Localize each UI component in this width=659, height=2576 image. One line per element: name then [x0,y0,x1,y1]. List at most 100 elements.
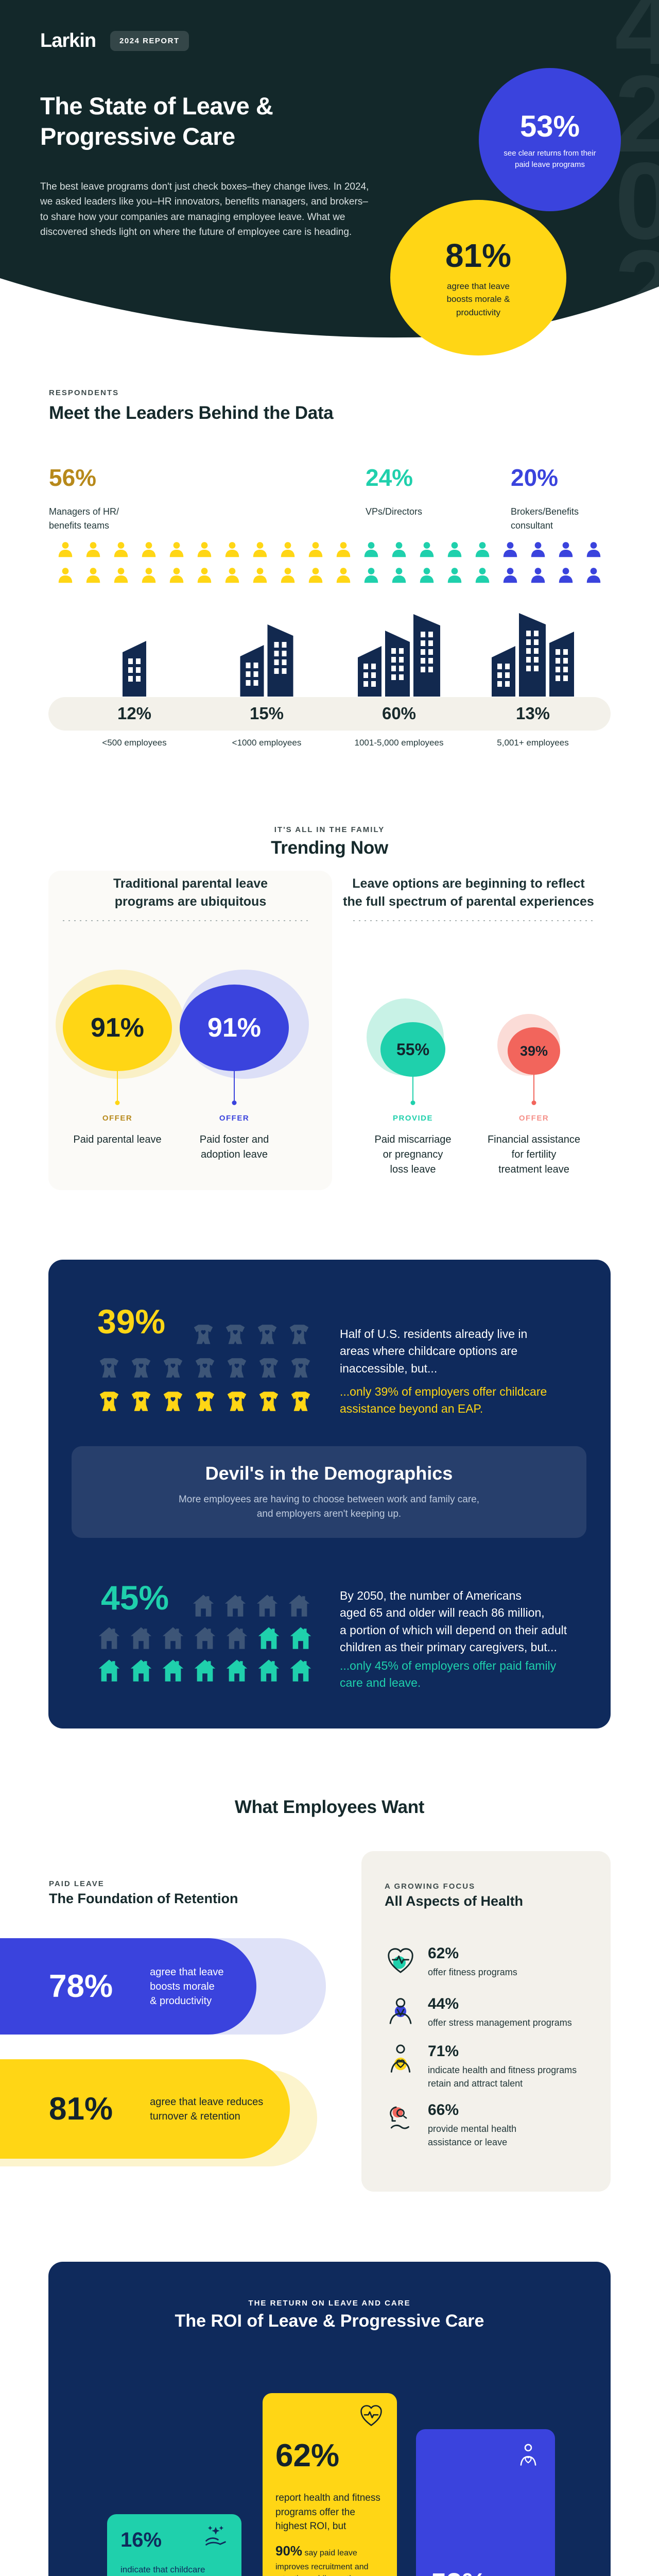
demographics-stat: 45% [101,1579,169,1617]
watermark-digit: 4 [615,0,659,87]
onesie-icon [97,1357,122,1380]
size-value: 13% [515,704,550,723]
bubble-stem [117,1071,118,1100]
bar-78: 78% agree that leave boosts morale & pro… [0,1938,256,2035]
person-icon [500,567,520,585]
respondent-group-hr: 56% Managers of HR/ benefits teams [49,464,119,533]
trending-section: IT'S ALL IN THE FAMILY Trending Now Trad… [0,804,659,1257]
roi-eyebrow: THE RETURN ON LEAVE AND CARE [248,2299,411,2308]
house-icon [161,1658,185,1682]
person-icon [445,541,464,560]
health-caption: provide mental health assistance or leav… [428,2124,517,2148]
company-size-section: 12% 15% 60% 13% <500 employees <1000 emp… [0,608,659,804]
bubble-dot [410,1100,415,1105]
onesie-icon [129,1357,153,1380]
house-icon [191,1594,216,1617]
bubble-value: 91% [207,1013,262,1043]
health-item-fitness: 62% offer fitness programs [385,1945,517,1979]
respondent-group-broker: 20% Brokers/Benefits consultant [511,464,579,533]
size-label: <1000 employees [232,738,302,748]
building-icon [240,645,264,697]
person-icon [111,541,131,560]
building-icon [519,613,546,697]
respondents-section: RESPONDENTS Meet the Leaders Behind the … [0,361,659,608]
onesie-icon [256,1390,281,1413]
respondent-group-vp: 24% VPs/Directors [366,464,422,519]
person-icon [250,567,270,585]
person-icon [195,567,214,585]
onesie-icon [255,1323,280,1346]
person-stress-icon [385,1995,417,2027]
person-icon [389,567,409,585]
demographics-text: By 2050, the number of Americans aged 65… [340,1589,567,1654]
respondent-pictogram-row [56,567,603,585]
childcare-demographics-section: 39% Half of U.S. residents already live … [0,1257,659,1731]
roi-value: 62% [275,2438,340,2473]
house-icon [97,1658,122,1682]
building-icon [413,614,440,697]
person-icon [111,567,131,585]
person-icon [528,567,548,585]
onesie-icon [161,1357,185,1380]
watermark-2024: 4 2 0 2 [615,0,659,332]
bar-81: 81% agree that leave reduces turnover & … [0,2059,290,2159]
house-row [191,1594,311,1617]
roi-bar-paidleave: 53% see clear returns from their paid le… [416,2429,555,2576]
house-icon [129,1626,153,1649]
person-icon [417,567,437,585]
stat-label: Managers of HR/ benefits teams [49,506,119,531]
heart-pulse-icon [385,1945,417,1977]
person-icon [334,541,353,560]
person-icon [278,541,298,560]
bubble-dot [531,1100,536,1105]
stat-value: 24% [366,464,413,491]
onesie-icon [193,1390,217,1413]
childcare-accent-text: ...only 39% of employers offer childcare… [340,1385,547,1416]
house-icon [288,1658,313,1682]
person-care-icon [515,2442,542,2468]
person-icon [83,541,103,560]
roi-card: THE RETURN ON LEAVE AND CARE The ROI of … [48,2262,611,2576]
person-icon [584,541,603,560]
navy-card-childcare: 39% Half of U.S. residents already live … [48,1260,611,1728]
stat-circle-morale: 81% agree that leave boosts morale & pro… [390,200,566,355]
house-icon [193,1626,217,1649]
stat-circle-returns: 53% see clear returns from their paid le… [479,68,621,211]
size-label: 1001-5,000 employees [354,738,444,748]
person-icon [473,541,492,560]
health-value: 71% [428,2043,459,2060]
dotted-divider [63,920,311,921]
building-icon [549,632,574,697]
bubble-caption: Financial assistance for fertility treat… [487,1134,581,1175]
paid-leave-heading: The Foundation of Retention [49,1891,238,1906]
size-value: 60% [381,704,417,723]
building-icon [385,631,410,697]
house-icon [97,1626,122,1649]
health-item-stress: 44% offer stress management programs [385,1995,572,2029]
health-caption: indicate health and fitness programs ret… [428,2065,577,2089]
person-heart-icon [385,2043,417,2075]
buildings-xlarge [492,613,574,697]
stat-value: 56% [49,464,97,491]
roi-sub1-value: 90% [275,2543,303,2558]
onesie-icon [288,1357,313,1380]
bubble-stem [533,1075,534,1100]
onesie-icon [224,1390,249,1413]
person-icon [556,541,576,560]
stat-caption: agree that leave boosts morale & product… [446,281,510,317]
respondents-heading: Meet the Leaders Behind the Data [49,403,334,423]
sparkle-hand-icon [202,2522,229,2549]
house-icon [161,1626,185,1649]
roi-section: THE RETURN ON LEAVE AND CARE The ROI of … [0,2262,659,2576]
person-icon [195,541,214,560]
stat-label: VPs/Directors [366,506,423,517]
health-card: A GROWING FOCUS All Aspects of Health 62… [361,1851,611,2192]
bar-caption: agree that leave reduces turnover & rete… [150,2096,264,2122]
stat-label: Brokers/Benefits consultant [511,506,579,531]
person-icon [222,567,242,585]
bubble-action: OFFER [102,1114,133,1123]
bar-value: 78% [49,1969,113,2004]
bubble-dot [115,1100,120,1105]
heart-pulse-icon [358,2402,385,2429]
stat-caption: see clear returns from their paid leave … [504,148,596,169]
